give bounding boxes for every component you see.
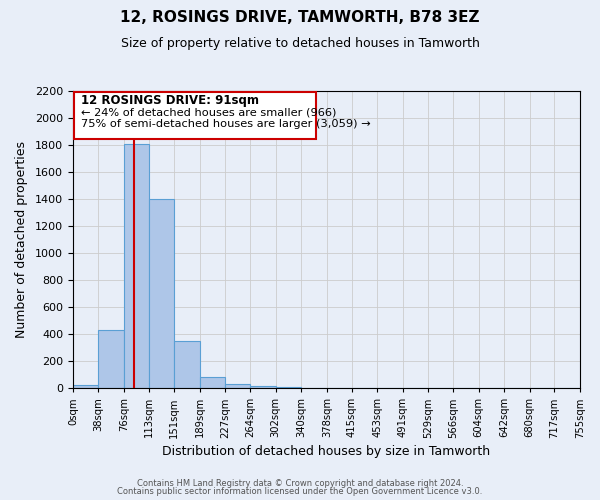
Bar (226, 384, 250, 388)
Bar (149, 200, 175, 388)
Bar (250, 386, 276, 388)
Text: ← 24% of detached houses are smaller (966): ← 24% of detached houses are smaller (96… (81, 107, 337, 117)
Bar (73, 386, 98, 388)
Text: 75% of semi-detached houses are larger (3,059) →: 75% of semi-detached houses are larger (… (81, 119, 371, 129)
Bar (175, 341, 200, 388)
Text: 12, ROSINGS DRIVE, TAMWORTH, B78 3EZ: 12, ROSINGS DRIVE, TAMWORTH, B78 3EZ (120, 10, 480, 25)
X-axis label: Distribution of detached houses by size in Tamworth: Distribution of detached houses by size … (163, 444, 491, 458)
Text: Contains public sector information licensed under the Open Government Licence v3: Contains public sector information licen… (118, 487, 482, 496)
Bar (74, 92, 316, 140)
Bar (200, 378, 226, 388)
Text: Size of property relative to detached houses in Tamworth: Size of property relative to detached ho… (121, 38, 479, 51)
Text: 12 ROSINGS DRIVE: 91sqm: 12 ROSINGS DRIVE: 91sqm (81, 94, 259, 107)
Bar (98, 330, 124, 388)
Y-axis label: Number of detached properties: Number of detached properties (15, 142, 28, 338)
Bar (124, 144, 149, 388)
Text: Contains HM Land Registry data © Crown copyright and database right 2024.: Contains HM Land Registry data © Crown c… (137, 478, 463, 488)
